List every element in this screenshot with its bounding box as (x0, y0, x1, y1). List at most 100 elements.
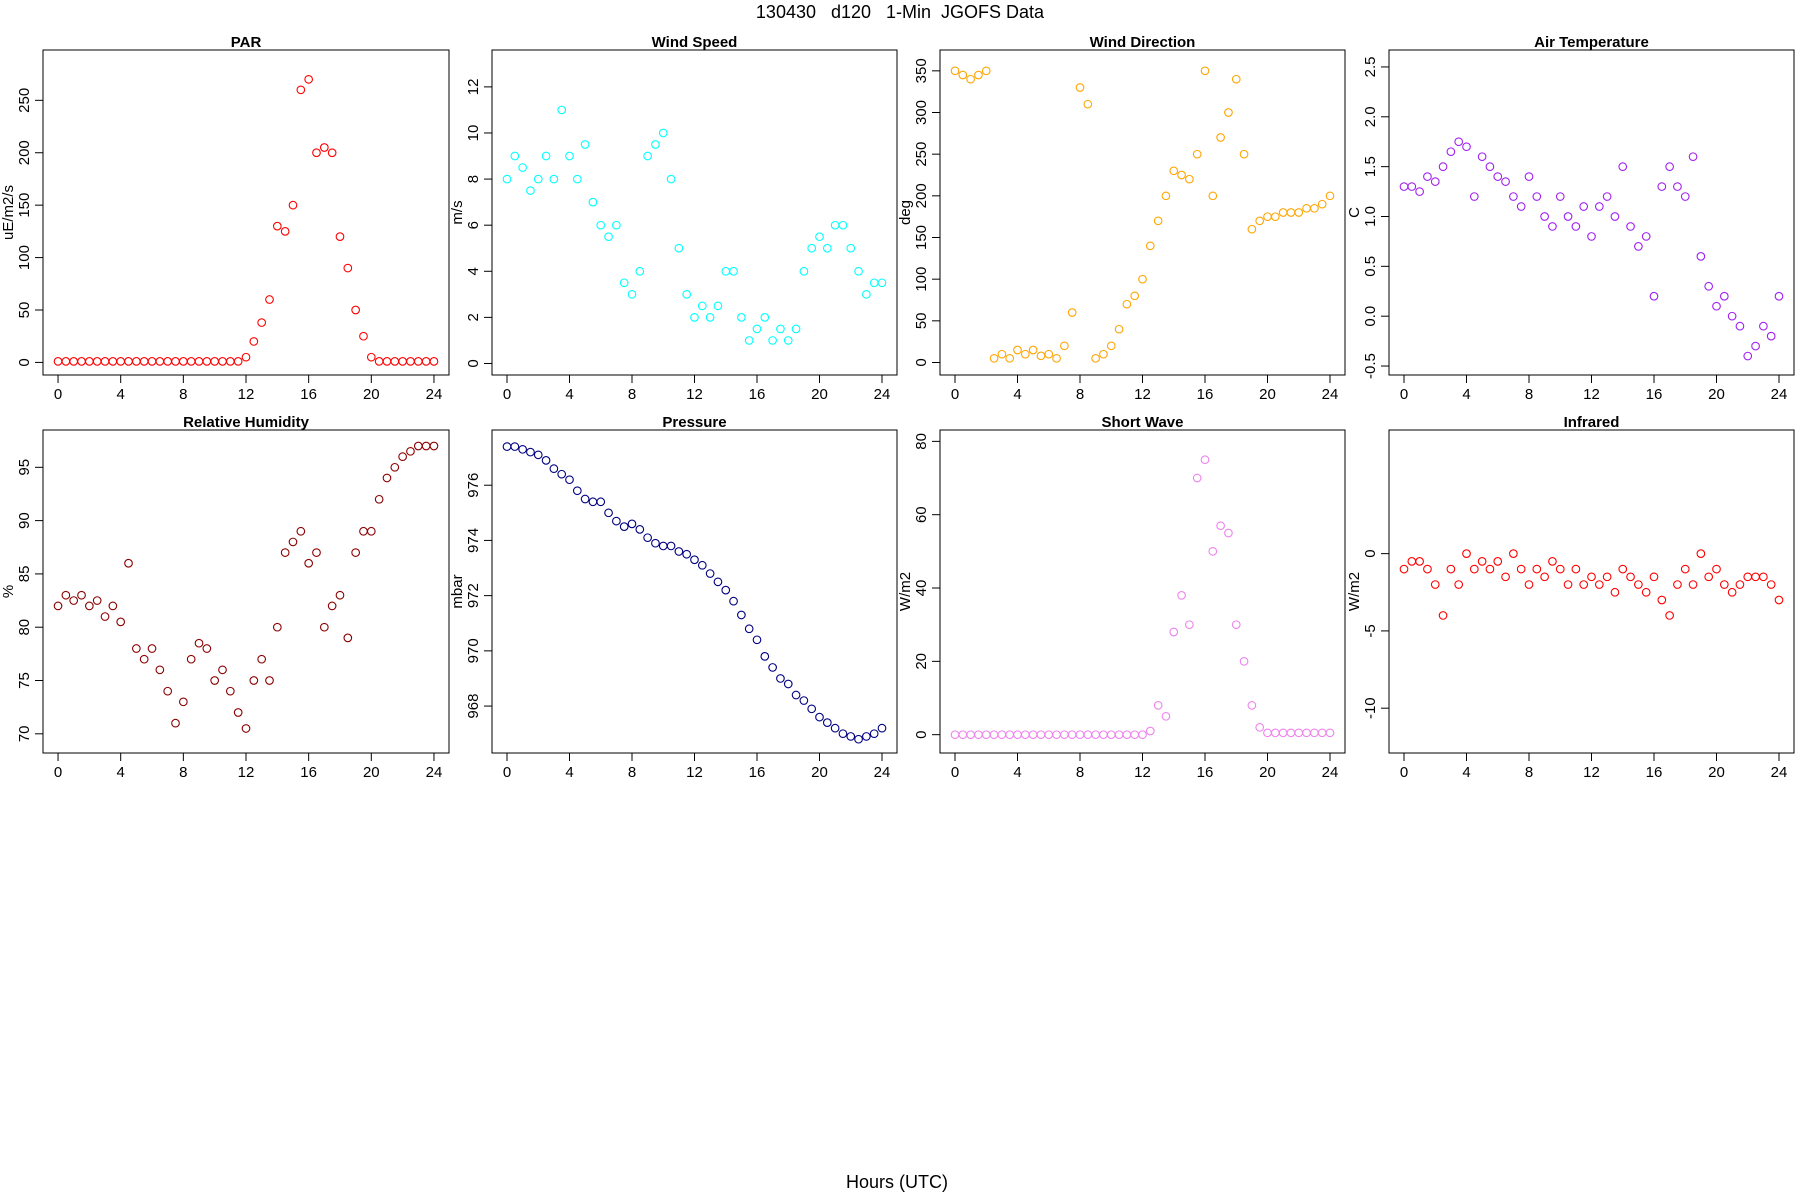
data-point (1532, 564, 1542, 574)
data-point (61, 357, 71, 366)
data-point (171, 357, 180, 366)
data-point (1177, 590, 1186, 600)
data-point (139, 357, 149, 366)
x-tick-label: 8 (1076, 764, 1084, 781)
y-axis-label: mbar (449, 574, 466, 608)
data-point (178, 697, 188, 707)
x-tick-label: 16 (1646, 764, 1663, 781)
y-tick-label: 974 (465, 528, 482, 553)
data-point (1185, 620, 1194, 630)
x-tick-label: 4 (565, 386, 573, 403)
data-point (869, 729, 879, 739)
data-point (877, 723, 887, 733)
data-point (312, 548, 321, 557)
y-tick-label: 90 (16, 512, 33, 529)
data-point (1130, 730, 1140, 740)
x-tick-label: 24 (874, 764, 891, 781)
data-point (1594, 202, 1604, 211)
data-point (557, 469, 567, 479)
y-axis-label: deg (897, 200, 914, 225)
panel-title: PAR (231, 34, 262, 51)
y-tick-label: 6 (465, 221, 482, 229)
data-point (1774, 595, 1784, 605)
x-tick-label: 20 (811, 764, 828, 781)
data-point (218, 357, 227, 366)
data-point (1294, 208, 1304, 217)
data-point (1540, 212, 1549, 221)
data-point (807, 243, 817, 253)
data-point (1735, 321, 1745, 331)
data-point (1634, 580, 1643, 589)
data-point (241, 352, 251, 362)
y-tick-label: 0 (16, 358, 33, 366)
data-point (526, 447, 535, 457)
data-point (666, 541, 676, 551)
data-point (518, 444, 527, 454)
y-axis-label: % (0, 585, 17, 598)
y-tick-label: 20 (913, 653, 930, 670)
data-point (619, 522, 629, 531)
data-point (1485, 162, 1495, 171)
data-point (382, 357, 392, 366)
x-tick-label: 0 (951, 386, 959, 403)
data-point (225, 686, 235, 696)
data-point (643, 533, 652, 543)
data-point (1423, 172, 1432, 181)
y-tick-label: 0 (913, 358, 930, 366)
data-point (1200, 66, 1210, 76)
data-point (1719, 291, 1729, 301)
data-point (163, 357, 173, 366)
y-tick-label: 80 (16, 619, 33, 636)
data-point (643, 151, 652, 161)
data-point (1278, 728, 1288, 738)
x-tick-label: 16 (1197, 764, 1214, 781)
x-tick-label: 4 (117, 386, 125, 403)
x-tick-label: 0 (503, 386, 511, 403)
data-point (815, 712, 824, 722)
data-point (1224, 108, 1233, 117)
plot-frame (42, 429, 450, 754)
data-point (1602, 192, 1612, 201)
panel: Wind Direction deg 0 4 8 12 16 20 24 0 50 100 150 200… (897, 34, 1346, 403)
data-point (1263, 212, 1272, 222)
data-point (296, 85, 306, 95)
data-point (202, 357, 212, 366)
y-tick-label: 85 (16, 566, 33, 583)
x-tick-label: 0 (1400, 386, 1408, 403)
data-point (53, 601, 63, 611)
plot-frame (491, 429, 898, 754)
data-point (421, 441, 431, 451)
data-point (1067, 308, 1077, 317)
data-point (257, 654, 267, 664)
data-point (981, 730, 991, 740)
data-point (1626, 222, 1635, 231)
data-point (737, 313, 746, 322)
data-point (674, 547, 684, 556)
x-tick-label: 4 (565, 764, 573, 781)
data-point (265, 676, 274, 685)
data-point (690, 555, 699, 565)
data-point (1028, 730, 1038, 740)
data-point (737, 610, 746, 620)
data-point (1278, 208, 1288, 217)
data-point (1020, 349, 1030, 359)
data-point (77, 590, 86, 600)
data-point (382, 473, 392, 483)
x-tick-label: 24 (1322, 764, 1339, 781)
y-tick-label: 2.5 (1362, 57, 1379, 78)
y-axis-label: uE/m2/s (0, 185, 17, 240)
data-point (1263, 728, 1272, 738)
data-point (1501, 572, 1510, 582)
x-tick-label: 24 (426, 386, 443, 403)
plot-frame (939, 429, 1346, 754)
data-point (854, 734, 863, 744)
data-point (1145, 726, 1155, 736)
data-point (1485, 564, 1495, 574)
x-tick-label: 16 (300, 386, 317, 403)
data-point (1516, 202, 1526, 211)
data-point (343, 263, 353, 273)
data-point (1696, 549, 1706, 558)
data-point (351, 548, 360, 557)
x-tick-label: 16 (749, 764, 766, 781)
data-point (549, 174, 559, 184)
